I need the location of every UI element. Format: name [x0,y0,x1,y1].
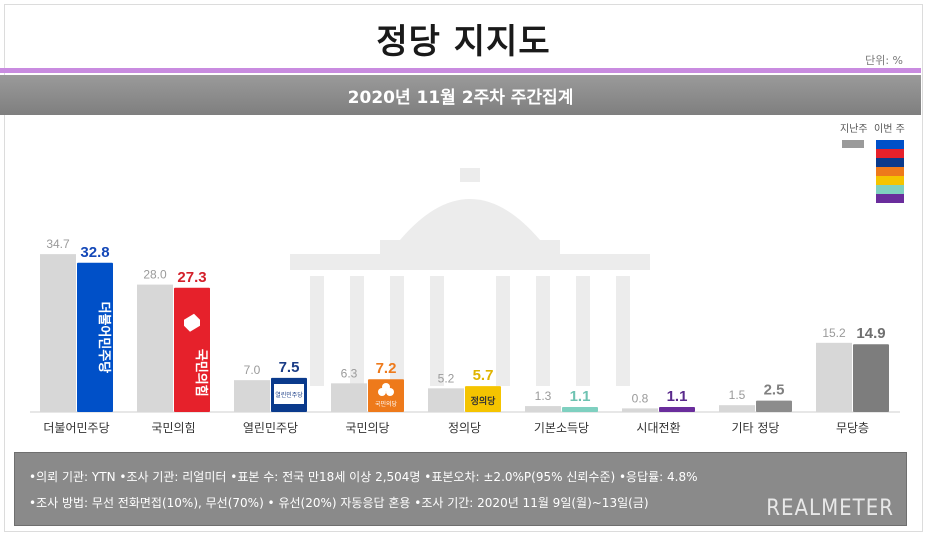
data-label-current: 5.7 [473,367,494,384]
survey-info-line-1: •의뢰 기관: YTN •조사 기관: 리얼미터 •표본 수: 전국 만18세 … [29,470,698,484]
page-title: 정당 지지도 [376,22,551,62]
chart-subtitle: 2020년 11월 2주차 주간집계 [347,87,574,108]
legend-swatch-current [876,194,904,203]
data-label-current: 2.5 [764,382,785,399]
bar-previous [40,254,76,412]
party-logo-box [274,384,304,404]
legend-swatch-current [876,140,904,149]
data-label-previous: 0.8 [632,391,649,405]
bar-current [174,287,210,412]
bar-current [756,400,792,412]
data-label-previous: 15.2 [822,326,846,340]
assembly-building-watermark [290,168,650,386]
legend-swatch-current [876,185,904,194]
data-label-previous: 7.0 [244,363,261,377]
party-logo-mark [382,383,390,391]
party-logo: 국민의당 [375,400,398,408]
bar-previous [622,408,658,412]
legend-swatch-current [876,176,904,185]
legend-label-previous: 지난주 [840,124,868,135]
category-label: 열린민주당 [243,421,298,435]
bar-previous [234,380,270,412]
data-label-current: 1.1 [570,388,591,405]
category-label: 국민의힘 [151,421,195,435]
legend-label-current: 이번 주 [874,124,905,135]
data-label-current: 27.3 [177,269,206,286]
data-label-previous: 1.5 [729,388,746,402]
category-label: 더불어민주당 [43,421,109,435]
realmeter-logo: REALMETER [766,496,894,521]
legend-swatches-current [876,140,904,203]
bar-current [368,379,404,412]
category-label: 기타 정당 [732,421,780,435]
legend-swatch-current [876,149,904,158]
party-logo: 국민의힘 [193,349,209,397]
survey-info-box: •의뢰 기관: YTN •조사 기관: 리얼미터 •표본 수: 전국 만18세 … [14,452,907,526]
unit-label: 단위: % [865,54,903,67]
category-label: 기본소득당 [534,421,589,435]
data-label-current: 1.1 [667,388,688,405]
data-label-previous: 6.3 [341,366,358,380]
title-divider [0,68,921,73]
survey-info-line-2: •조사 방법: 무선 전화면접(10%), 무선(70%) • 유선(20%) … [29,496,649,510]
bar-current [853,344,889,412]
party-logo-mark [184,313,200,332]
data-label-current: 32.8 [80,244,109,261]
data-label-previous: 34.7 [46,237,70,251]
bar-current [562,406,598,412]
bar-previous [137,284,173,412]
data-label-previous: 28.0 [143,268,167,282]
bar-previous [525,406,561,412]
bar-current [465,386,501,412]
party-logo: 더불어민주당 [96,301,112,373]
bar-current [77,262,113,412]
bar-previous [816,342,852,412]
party-logo: 열린민주당 [275,391,303,399]
data-label-current: 7.2 [376,360,397,377]
bar-previous [719,405,755,412]
data-label-previous: 1.3 [535,389,552,403]
legend-swatch-previous [842,140,864,148]
bar-previous [331,383,367,412]
legend-swatch-current [876,167,904,176]
data-label-current: 7.5 [279,359,300,376]
category-label: 시대전환 [636,421,680,435]
data-label-current: 14.9 [856,325,885,342]
data-label-previous: 5.2 [438,371,455,385]
bar-previous [428,388,464,412]
subtitle-bar: 2020년 11월 2주차 주간집계 [0,75,921,115]
bar-current [659,406,695,412]
legend-swatch-current [876,158,904,167]
category-label: 무당층 [836,421,869,435]
party-logo: 정의당 [471,395,497,407]
category-label: 국민의당 [345,421,389,435]
category-label: 정의당 [448,421,481,435]
